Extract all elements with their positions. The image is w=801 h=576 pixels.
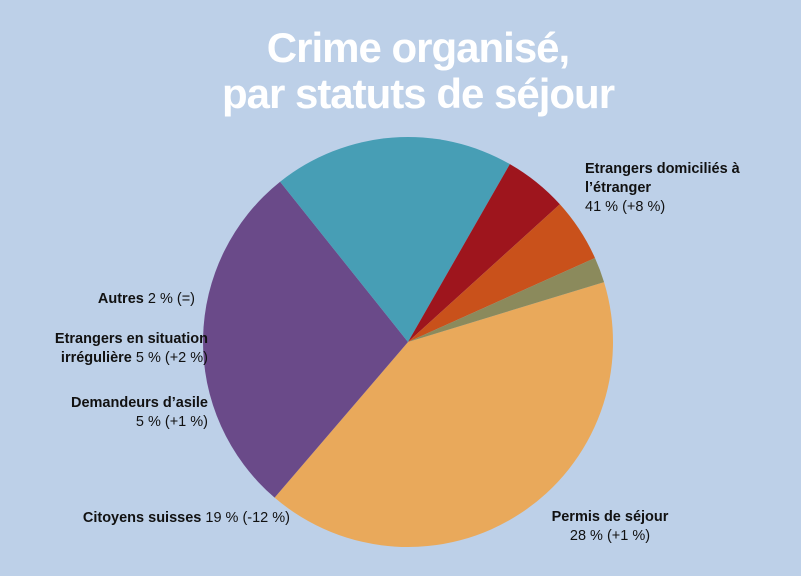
pie-slice — [408, 164, 560, 342]
category-name: Citoyens suisses — [82, 510, 202, 526]
value-label: 2 % (=) — [147, 291, 195, 307]
category-name: Etrangers domiciliés à l’étranger — [585, 161, 740, 196]
slice-label: Etrangers domiciliés à l’étranger 41 % (… — [585, 160, 770, 217]
slice-label: Citoyens suisses 19 % (-12 %) — [60, 509, 290, 528]
pie-slice — [408, 257, 605, 342]
pie-slice — [408, 204, 595, 342]
chart-title: Crime organisé, — [267, 24, 569, 71]
category-name: Permis de séjour — [551, 509, 669, 525]
category-name: Etrangers en situation irrégulière — [54, 331, 208, 366]
value-label: 19 % (-12 %) — [205, 510, 290, 526]
slice-label: Etrangers en situation irrégulière 5 % (… — [10, 330, 208, 368]
pie-slice — [202, 181, 408, 498]
category-name: Demandeurs d’asile — [71, 395, 208, 411]
pie-slice — [274, 282, 613, 547]
category-name: Autres — [97, 291, 144, 307]
slice-label: Permis de séjour 28 % (+1 %) — [525, 508, 695, 546]
slice-label: Autres 2 % (=) — [20, 290, 195, 309]
slice-label: Demandeurs d’asile 5 % (+1 %) — [20, 394, 208, 432]
value-label: 5 % (+1 %) — [135, 414, 208, 430]
value-label: 41 % (+8 %) — [585, 199, 666, 215]
pie-slice — [280, 136, 510, 342]
value-label: 5 % (+2 %) — [135, 350, 208, 366]
value-label: 28 % (+1 %) — [569, 528, 651, 544]
chart-title: par statuts de séjour — [222, 70, 615, 117]
